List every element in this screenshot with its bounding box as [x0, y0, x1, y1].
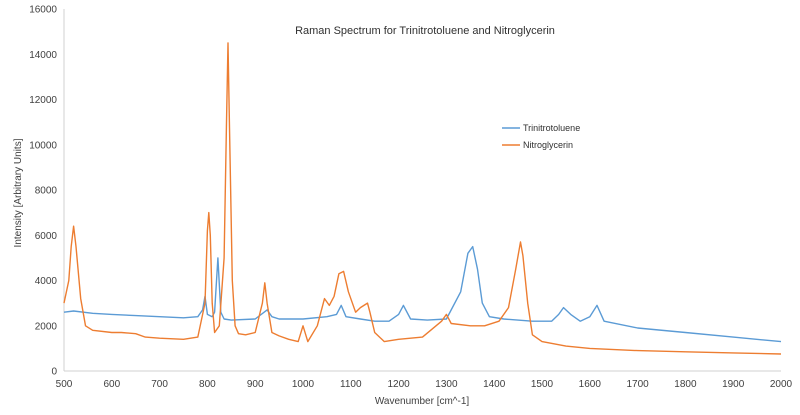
x-tick-label: 1500: [531, 379, 554, 390]
y-tick-label: 12000: [29, 95, 57, 106]
y-tick-label: 10000: [29, 140, 57, 151]
x-tick-label: 1800: [674, 379, 697, 390]
legend: Trinitrotoluene Nitroglycerin: [502, 123, 580, 150]
x-axis-title: Wavenumber [cm^-1]: [375, 396, 470, 407]
y-tick-label: 8000: [35, 186, 58, 197]
x-tick-label: 800: [199, 379, 216, 390]
x-tick-label: 1700: [626, 379, 649, 390]
x-tick-label: 1900: [722, 379, 745, 390]
x-tick-label: 700: [151, 379, 168, 390]
legend-label-nitroglycerin: Nitroglycerin: [523, 140, 573, 150]
x-tick-label: 1300: [435, 379, 458, 390]
y-tick-label: 16000: [29, 5, 57, 16]
x-tick-label: 1000: [292, 379, 315, 390]
x-tick-label: 1200: [387, 379, 410, 390]
x-tick-label: 2000: [770, 379, 793, 390]
y-axis-title: Intensity [Arbitrary Units]: [13, 138, 24, 247]
y-tick-label: 14000: [29, 50, 57, 61]
x-tick-label: 900: [247, 379, 264, 390]
y-tick-label: 0: [51, 367, 57, 378]
x-tick-label: 1100: [340, 379, 362, 390]
x-tick-labels: 500 600 700 800 900 1000 1100 1200 1300 1400 1500 1…: [56, 379, 793, 390]
y-tick-labels: 0 2000 4000 6000 8000 10000 12000 14000 16000: [29, 5, 57, 378]
x-tick-label: 1600: [579, 379, 602, 390]
legend-label-trinitrotoluene: Trinitrotoluene: [523, 123, 580, 133]
chart-title: Raman Spectrum for Trinitrotoluene and N…: [295, 25, 555, 37]
series-lines: [63, 42, 782, 355]
x-tick-label: 600: [103, 379, 120, 390]
y-tick-label: 6000: [35, 231, 58, 242]
series-line-nitroglycerin: [63, 42, 782, 355]
y-tick-label: 4000: [35, 276, 58, 287]
x-tick-label: 1400: [483, 379, 506, 390]
y-tick-label: 2000: [35, 321, 58, 332]
x-tick-label: 500: [56, 379, 73, 390]
series-line-trinitrotoluene: [63, 245, 782, 343]
